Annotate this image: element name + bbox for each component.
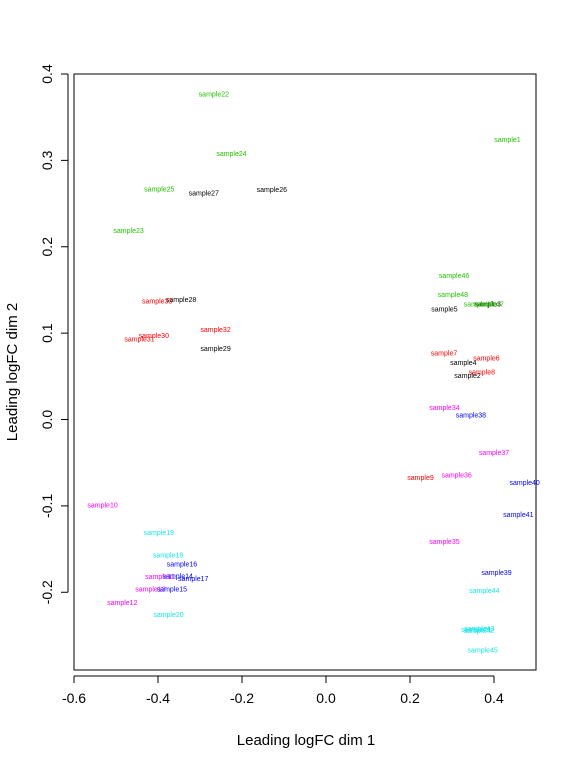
x-tick-label: 0.0: [316, 690, 336, 706]
point-label-sample1: sample1: [494, 137, 521, 144]
y-axis: -0.2 -0.1 0.0 0.1 0.2 0.3 0.4: [39, 64, 69, 604]
point-label-sample38: sample38: [456, 413, 486, 420]
point-label-sample22: sample22: [199, 91, 229, 98]
point-label-sample27: sample27: [189, 191, 219, 198]
point-label-sample32: sample32: [200, 327, 230, 334]
point-label-sample28: sample28: [166, 297, 196, 304]
point-label-sample12: sample12: [107, 600, 137, 607]
point-label-sample47: sample47: [473, 301, 503, 308]
point-labels: sample1 sample2 sample3 sample4 sample5 sampl…: [87, 91, 540, 654]
point-label-sample31: sample31: [124, 337, 154, 344]
point-label-sample11: sample11: [145, 574, 175, 581]
point-label-sample15: sample15: [157, 586, 187, 593]
x-axis-title: Leading logFC dim 1: [237, 732, 375, 749]
y-axis-title: Leading logFC dim 2: [4, 303, 21, 441]
point-label-sample3: sample3: [474, 301, 501, 308]
y-tick-label: 0.2: [39, 237, 55, 257]
x-tick-label: 0.4: [484, 690, 504, 706]
y-tick-label: 0.0: [39, 410, 55, 430]
point-label-sample16: sample16: [167, 561, 197, 568]
point-label-sample2: sample2: [454, 373, 481, 380]
point-label-sample40: sample40: [509, 480, 539, 487]
point-label-sample48: sample48: [438, 292, 468, 299]
point-label-sample9: sample9: [407, 475, 434, 482]
point-label-sample33: sample33: [142, 299, 172, 306]
point-label-sample10: sample10: [87, 503, 117, 510]
point-label-sample18: sample18: [153, 553, 183, 560]
plot-frame: [73, 73, 537, 671]
x-tick-label: -0.4: [146, 690, 170, 706]
point-label-sample13: sample13: [135, 586, 165, 593]
y-tick-label: 0.3: [39, 150, 55, 170]
y-tick-label: 0.4: [39, 64, 55, 84]
point-label-sample44: sample44: [469, 588, 499, 595]
point-label-sample41: sample41: [503, 512, 533, 519]
point-label-sample43: sample43: [464, 626, 494, 633]
point-label-sample14: sample14: [163, 573, 193, 580]
point-label-sample37: sample37: [479, 450, 509, 457]
x-tick-label: -0.2: [230, 690, 254, 706]
point-label-sample7: sample7: [431, 350, 458, 357]
point-label-sample42: sample42: [464, 628, 494, 635]
point-label-sample29: sample29: [200, 346, 230, 353]
point-label-sample6: sample6: [473, 356, 500, 363]
x-tick-label: -0.6: [62, 690, 86, 706]
point-label-sample24: sample24: [216, 151, 246, 158]
y-tick-label: 0.1: [39, 323, 55, 343]
point-label-sample4: sample4: [450, 360, 477, 367]
point-label-sample5: sample5: [431, 306, 458, 313]
point-label-sample45: sample45: [467, 648, 497, 655]
point-label-sample30: sample30: [139, 333, 169, 340]
point-label-sample19: sample19: [144, 530, 174, 537]
point-label-sample46: sample46: [439, 273, 469, 280]
point-label-sample17: sample17: [178, 576, 208, 583]
point-label-sample21: sample21: [461, 627, 491, 634]
point-label-sample20: sample20: [153, 612, 183, 619]
point-label-sample25: sample25: [144, 186, 174, 193]
y-tick-label: -0.2: [39, 580, 55, 604]
point-label-sample34: sample34: [429, 405, 459, 412]
x-axis: -0.6 -0.4 -0.2 0.0 0.2 0.4: [62, 675, 504, 706]
point-label-sample36: sample36: [441, 472, 471, 479]
point-label-sample26: sample26: [257, 187, 287, 194]
point-label-sample35: sample35: [429, 539, 459, 546]
point-label-sample23: sample23: [113, 228, 143, 235]
y-tick-label: -0.1: [39, 494, 55, 518]
point-label-sample39: sample39: [481, 570, 511, 577]
point-label-sample49: sample49: [464, 301, 494, 308]
x-tick-label: 0.2: [400, 690, 420, 706]
point-label-sample8: sample8: [469, 370, 496, 377]
